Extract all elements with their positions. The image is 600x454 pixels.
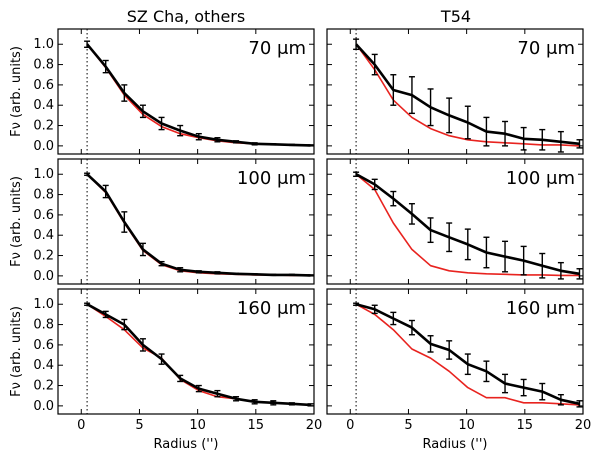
x-tick-label: 5 <box>404 418 412 433</box>
y-tick-label: 1.0 <box>33 297 54 312</box>
x-tick-label: 0 <box>346 418 354 433</box>
y-tick-label: 1.0 <box>33 37 54 52</box>
y-tick-label: 0.4 <box>33 228 54 243</box>
column-title-right: T54 <box>440 7 471 26</box>
x-axis-label: Radius ('') <box>153 437 218 452</box>
y-tick-label: 0.2 <box>33 249 54 264</box>
x-tick-label: 10 <box>189 418 206 433</box>
y-tick-label: 0.2 <box>33 119 54 134</box>
x-tick-label: 10 <box>458 418 475 433</box>
x-tick-label: 20 <box>306 418 323 433</box>
y-tick-label: 0.0 <box>33 269 54 284</box>
model-profile-line <box>86 173 311 277</box>
y-tick-label: 0.0 <box>33 399 54 414</box>
observed-profile-line <box>86 43 311 147</box>
panel-6: 0 5 10 15 20 160 μm Radius ('') <box>326 288 592 452</box>
panel-frame <box>57 28 315 155</box>
panel-1: 0.0 0.2 0.4 0.6 0.8 1.0 70 μm Fν (arb. units) <box>9 28 315 155</box>
y-tick-label: 0.4 <box>33 98 54 113</box>
y-tick-label: 0.8 <box>33 188 54 203</box>
panel-4: 100 μm <box>326 158 584 285</box>
wavelength-annotation: 100 μm <box>506 168 575 189</box>
panel-frame <box>326 288 584 415</box>
y-tick-label: 0.4 <box>33 358 54 373</box>
panel-2: 70 μm <box>326 28 584 155</box>
wavelength-annotation: 70 μm <box>248 38 306 59</box>
x-tick-label: 5 <box>135 418 143 433</box>
y-tick-label: 0.6 <box>33 338 54 353</box>
observed-profile-line <box>86 173 311 277</box>
x-tick-label: 15 <box>248 418 265 433</box>
y-tick-label: 0.8 <box>33 58 54 73</box>
wavelength-annotation: 100 μm <box>237 168 306 189</box>
model-profile-line <box>355 303 580 406</box>
wavelength-annotation: 160 μm <box>506 298 575 319</box>
column-title-left: SZ Cha, others <box>127 7 245 26</box>
panel-frame <box>326 28 584 155</box>
panel-5: 0.0 0.2 0.4 0.6 0.8 1.0 0 5 10 15 20 160 μm Fν (arb.… <box>9 288 323 452</box>
y-tick-label: 0.2 <box>33 379 54 394</box>
y-tick-label: 0.6 <box>33 208 54 223</box>
x-tick-label: 15 <box>517 418 534 433</box>
panel-frame <box>57 288 315 415</box>
y-axis-label: Fν (arb. units) <box>9 46 24 137</box>
panel-frame <box>326 158 584 285</box>
x-tick-label: 0 <box>77 418 85 433</box>
wavelength-annotation: 70 μm <box>517 38 575 59</box>
y-tick-label: 0.8 <box>33 318 54 333</box>
wavelength-annotation: 160 μm <box>237 298 306 319</box>
x-tick-label: 20 <box>575 418 592 433</box>
y-axis-label: Fν (arb. units) <box>9 306 24 397</box>
panel-3: 0.0 0.2 0.4 0.6 0.8 1.0 100 μm Fν (arb. units) <box>9 158 315 285</box>
x-axis-label: Radius ('') <box>422 437 487 452</box>
y-tick-label: 0.0 <box>33 139 54 154</box>
y-axis-label: Fν (arb. units) <box>9 176 24 267</box>
y-tick-label: 0.6 <box>33 78 54 93</box>
model-profile-line <box>86 43 311 147</box>
y-tick-label: 1.0 <box>33 167 54 182</box>
panel-frame <box>57 158 315 285</box>
